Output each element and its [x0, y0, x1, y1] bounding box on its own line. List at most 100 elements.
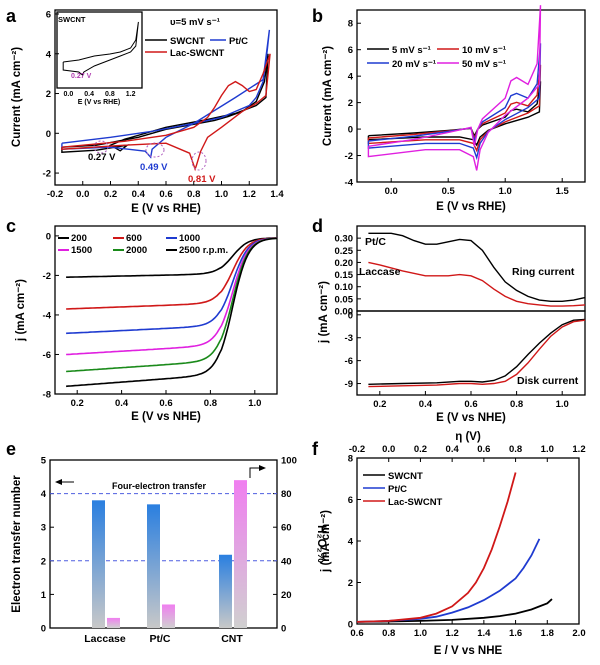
panel-e-right-ytick-label: 0	[281, 624, 286, 635]
arrow-left-icon	[55, 479, 62, 485]
panel-d-xtick-label: 0.8	[510, 399, 523, 410]
panel-c-xlabel: E (V vs NHE)	[131, 411, 201, 423]
panel-b-xtick-label: 0.0	[385, 186, 398, 197]
legend-a-swcnt: SWCNT	[170, 36, 205, 47]
panel-b-xtick-label: 1.0	[499, 186, 512, 197]
panel-a-xtick-label: 0.0	[76, 189, 89, 200]
panel-a-series-2	[61, 53, 271, 172]
panel-f-xtick-label: 1.8	[541, 628, 554, 639]
arrow-right-line	[249, 467, 262, 478]
panel-e: 0 1 2 3 4 5 0 20 40 60 80 100 Laccase Pt/C CNT Four-e…	[11, 456, 327, 646]
panel-f-top-xtick-label: 1.0	[541, 444, 554, 455]
panel-c-series-1	[66, 237, 277, 310]
panel-d-bottom-ytick-label: 0	[348, 310, 353, 321]
panel-d-xtick-label: 0.6	[464, 399, 477, 410]
panel-b-series-3	[367, 5, 542, 171]
panel-label-c: c	[6, 216, 16, 236]
arrow-right-icon	[259, 465, 266, 471]
panel-a-xtick-label: 0.4	[132, 189, 146, 200]
bar-h2o2-0	[107, 617, 120, 628]
inset-xtick-label: 1.2	[126, 91, 136, 98]
legend-c-label-5: 2500 r.p.m.	[179, 245, 228, 256]
panel-b-series-2	[367, 43, 542, 161]
panel-b-ytick-label: 8	[348, 19, 353, 30]
panel-a: -0.2 0.0 0.2 0.4 0.6 0.8 1.0 1.2 1.4 -2 0 2 4 6 0.0 0.…	[11, 9, 284, 215]
panel-e-category-label: CNT	[221, 633, 243, 645]
panel-e-ytick-label: 3	[41, 523, 46, 534]
legend-b-10: 10 mV s⁻¹	[462, 45, 506, 56]
panel-e-right-ytick-label: 40	[281, 556, 292, 567]
panel-d-top-ytick-label: 0.30	[335, 234, 354, 245]
label-laccase: Laccase	[359, 266, 401, 278]
peak-circle-049	[145, 142, 165, 158]
panel-d-bottom-ytick-label: -6	[345, 356, 353, 367]
panel-f-xtick-label: 1.2	[446, 628, 459, 639]
panel-f-ytick-label: 4	[348, 537, 354, 548]
panel-a-xlabel: E (V vs RHE)	[131, 203, 201, 215]
annotation-027: 0.27 V	[88, 152, 116, 163]
panel-e-ytick-label: 0	[41, 624, 46, 635]
panel-d-top-ytick-label: 0.00	[335, 307, 354, 318]
panel-c-xtick-label: 0.6	[159, 398, 172, 409]
panel-e-ytick-label: 1	[41, 590, 47, 601]
panel-f-series-2	[356, 472, 517, 623]
panel-d-bottom-ytick-label: -9	[345, 379, 353, 390]
panel-e-ylabel: Electron transfer number	[11, 475, 23, 613]
legend-c-label-2: 1000	[179, 233, 200, 244]
panel-a-xtick-label: 1.4	[270, 189, 284, 200]
panel-f-top-xtick-label: 0.2	[414, 444, 427, 455]
panel-label-a: a	[6, 6, 17, 26]
panel-e-right-ytick-label: 20	[281, 590, 292, 601]
panel-f-top-xtick-label: 0.4	[446, 444, 460, 455]
panel-label-f: f	[312, 439, 319, 459]
inset-annotation: 0.27 V	[71, 73, 92, 80]
panel-d-series-0	[368, 232, 586, 302]
panel-c-ytick-label: -8	[43, 390, 51, 401]
panel-b-xlabel: E (V vs RHE)	[436, 201, 506, 213]
inset-label: SWCNT	[58, 15, 86, 24]
panel-b-ytick-label: 4	[348, 72, 354, 83]
legend-b-50: 50 mV s⁻¹	[462, 59, 506, 70]
panel-f-xtick-label: 0.8	[382, 628, 395, 639]
inset-xtick-label: 0.0	[64, 91, 74, 98]
panel-d-xlabel: E (V vs NHE)	[436, 412, 506, 424]
legend-f-lac: Lac-SWCNT	[388, 497, 443, 508]
panel-f-ytick-label: 2	[348, 578, 353, 589]
panel-f-top-xtick-label: 0.6	[477, 444, 490, 455]
panel-f-ytick-label: 6	[348, 495, 353, 506]
panel-a-ytick-label: -2	[43, 169, 51, 180]
panel-label-b: b	[312, 6, 323, 26]
panel-d-bottom-ytick-label: -3	[345, 333, 353, 344]
panel-c-xtick-label: 0.2	[71, 398, 84, 409]
panel-f-ylabel: j (mA cm⁻²)	[320, 510, 332, 573]
label-disk-current: Disk current	[517, 375, 579, 387]
panel-f: 0.6 0.8 1.0 1.2 1.4 1.6 1.8 2.0 0 2 4 6 8-0.2 0.0 0.2 0…	[320, 431, 586, 657]
inset-xtick-label: 0.4	[84, 91, 94, 98]
panel-f-top-xtick-label: 1.2	[572, 444, 585, 455]
panel-a-ytick-label: 0	[46, 129, 51, 140]
panel-d-top-ytick-label: 0.20	[335, 258, 354, 269]
panel-e-ylabel2: H₂O₂%	[315, 525, 327, 563]
panel-a-subtitle: υ=5 mV s⁻¹	[170, 17, 220, 28]
panel-b-ytick-label: 6	[348, 45, 353, 56]
label-ring-current: Ring current	[512, 266, 575, 278]
panel-c-series-2	[66, 237, 277, 335]
bar-h2o2-2	[234, 480, 247, 628]
panel-f-xtick-label: 1.4	[477, 628, 491, 639]
panel-f-xtick-label: 2.0	[572, 628, 585, 639]
panel-e-right-ytick-label: 100	[281, 456, 297, 467]
panel-a-xtick-label: 0.6	[159, 189, 172, 200]
panel-b-ylabel: Current (mA cm⁻²)	[322, 46, 334, 146]
panel-label-d: d	[312, 216, 323, 236]
panel-b-ytick-label: -4	[345, 178, 354, 189]
panel-a-ytick-label: 4	[46, 49, 52, 60]
panel-a-inset-frame	[56, 11, 143, 89]
panel-d-xtick-label: 0.4	[419, 399, 433, 410]
panel-e-ytick-label: 4	[41, 489, 47, 500]
panel-f-ytick-label: 0	[348, 620, 353, 631]
panel-c-ytick-label: 0	[46, 231, 51, 242]
panel-d-ylabel: j (mA cm⁻²)	[318, 281, 330, 344]
panel-b-ytick-label: 2	[348, 98, 353, 109]
peak-circle-027	[93, 140, 109, 154]
